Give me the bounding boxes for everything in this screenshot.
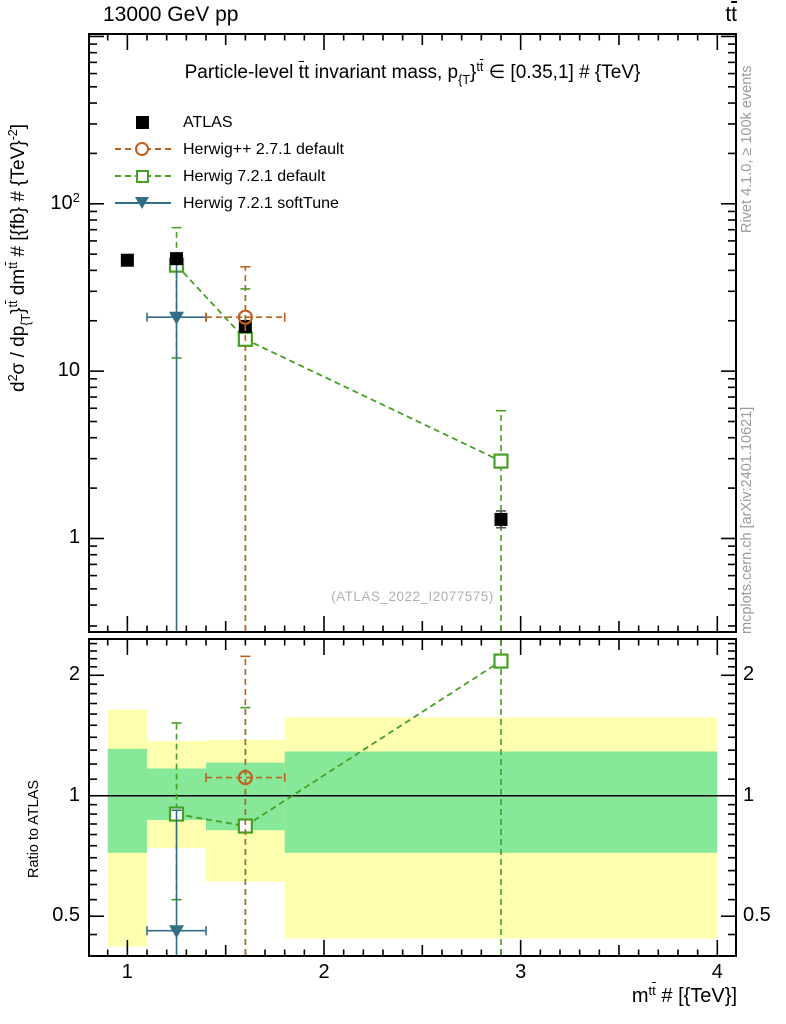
open-square-icon — [112, 163, 174, 190]
legend-item-0: ATLAS — [112, 109, 442, 136]
ratio-y-tick-label-right: 0.5 — [743, 904, 771, 927]
series-herwig-2-7-1-default — [205, 266, 286, 631]
rivet-version-caption: Rivet 4.1.0, ≥ 100k events — [739, 65, 755, 233]
legend-marker — [136, 169, 149, 183]
filled-square-icon — [112, 109, 174, 136]
ratio-y-tick-label: 2 — [68, 663, 80, 686]
y-tick-label: 102 — [50, 189, 80, 214]
series-herwig-7-2-1-softtune — [146, 809, 207, 955]
ratio-y-tick-label-right: 2 — [743, 663, 755, 686]
series-herwig-2-7-1-default — [205, 655, 286, 955]
triangle-down-icon — [112, 190, 174, 217]
axis-ticks — [90, 640, 735, 955]
legend-marker — [135, 141, 149, 156]
series-herwig-7-2-1-default — [168, 226, 509, 631]
series-herwig-7-2-1-softtune — [146, 261, 207, 631]
open-circle-icon — [112, 136, 174, 163]
series-atlas — [120, 252, 508, 529]
beam-energy-label: 13000 GeV pp — [103, 3, 239, 26]
process-label: tt — [725, 3, 737, 26]
data-point-marker — [169, 925, 185, 939]
mcplots-caption: mcplots.cern.ch [arXiv:2401.10621] — [739, 406, 755, 634]
legend-item-1: Herwig++ 2.7.1 default — [112, 136, 442, 163]
axis-ticks — [90, 35, 735, 631]
data-point-marker — [493, 453, 509, 469]
x-tick-label: 3 — [515, 961, 527, 983]
x-axis-title: mtt # [{TeV}] — [631, 982, 737, 1007]
legend: ATLAS Herwig++ 2.7.1 default Herwig 7.2.1 … — [112, 109, 442, 217]
data-point-marker — [494, 512, 508, 526]
ratio-y-tick-label: 0.5 — [52, 904, 80, 927]
data-point-marker — [170, 252, 184, 266]
ratio-y-tick-label-right: 1 — [743, 783, 755, 806]
legend-item-label: Herwig 7.2.1 softTune — [183, 194, 339, 212]
x-tick-label: 4 — [711, 961, 723, 983]
ratio-panel — [88, 638, 737, 957]
legend-item-label: ATLAS — [183, 113, 233, 131]
data-point-marker — [120, 253, 134, 267]
y-tick-label: 10 — [57, 359, 80, 382]
legend-marker — [135, 197, 149, 209]
legend-marker — [136, 115, 149, 129]
plot-title: Particle-level tt invariant mass, p{T}tt… — [184, 60, 641, 87]
inner-uncertainty-band — [107, 748, 148, 853]
y-tick-label: 1 — [68, 526, 80, 549]
legend-item-2: Herwig 7.2.1 default — [112, 163, 442, 190]
x-tick-label: 1 — [121, 961, 133, 983]
data-point-marker — [169, 311, 185, 325]
ratio-y-tick-label: 1 — [68, 783, 80, 806]
main-plot-svg — [90, 35, 735, 631]
data-point-marker — [237, 770, 253, 786]
series-line — [175, 264, 502, 462]
ratio-plot-svg — [90, 640, 735, 955]
legend-item-label: Herwig++ 2.7.1 default — [183, 140, 344, 158]
legend-item-label: Herwig 7.2.1 default — [183, 167, 326, 185]
legend-item-3: Herwig 7.2.1 softTune — [112, 190, 442, 217]
uncertainty-bands — [107, 709, 718, 947]
analysis-id-watermark: (ATLAS_2022_I2077575) — [331, 589, 494, 604]
data-point-marker — [493, 653, 509, 669]
main-panel — [88, 33, 737, 633]
data-point-marker — [237, 309, 253, 325]
series-line — [176, 660, 502, 827]
x-tick-label: 2 — [318, 961, 330, 983]
